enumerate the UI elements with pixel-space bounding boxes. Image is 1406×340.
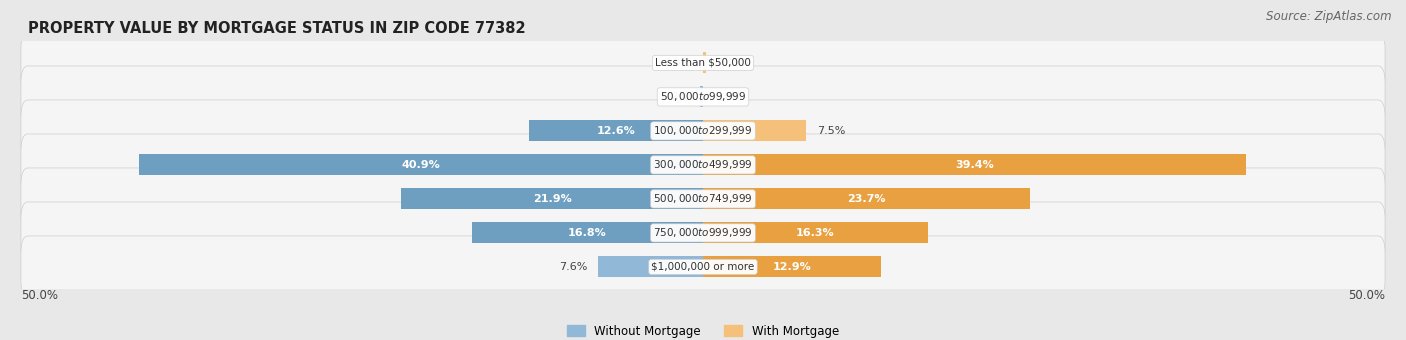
Bar xyxy=(530,120,703,141)
Bar xyxy=(703,52,706,73)
Text: Source: ZipAtlas.com: Source: ZipAtlas.com xyxy=(1267,10,1392,23)
Text: $100,000 to $299,999: $100,000 to $299,999 xyxy=(654,124,752,137)
Text: $750,000 to $999,999: $750,000 to $999,999 xyxy=(654,226,752,239)
FancyBboxPatch shape xyxy=(21,168,1385,230)
FancyBboxPatch shape xyxy=(21,236,1385,298)
FancyBboxPatch shape xyxy=(21,202,1385,264)
Text: 0.19%: 0.19% xyxy=(717,58,752,68)
Text: 23.7%: 23.7% xyxy=(846,194,886,204)
Text: 50.0%: 50.0% xyxy=(21,289,58,302)
Text: 50.0%: 50.0% xyxy=(1348,289,1385,302)
Text: 12.9%: 12.9% xyxy=(772,262,811,272)
Text: $50,000 to $99,999: $50,000 to $99,999 xyxy=(659,90,747,103)
Bar xyxy=(401,188,703,209)
Bar xyxy=(139,154,703,175)
Text: 16.8%: 16.8% xyxy=(568,228,606,238)
Bar xyxy=(599,256,703,277)
Text: 21.9%: 21.9% xyxy=(533,194,571,204)
Bar xyxy=(471,222,703,243)
Text: PROPERTY VALUE BY MORTGAGE STATUS IN ZIP CODE 77382: PROPERTY VALUE BY MORTGAGE STATUS IN ZIP… xyxy=(28,21,526,36)
Text: 39.4%: 39.4% xyxy=(955,160,994,170)
Text: Less than $50,000: Less than $50,000 xyxy=(655,58,751,68)
Text: 0.0%: 0.0% xyxy=(664,58,692,68)
FancyBboxPatch shape xyxy=(21,100,1385,162)
Text: $300,000 to $499,999: $300,000 to $499,999 xyxy=(654,158,752,171)
Bar xyxy=(703,222,928,243)
Bar xyxy=(703,188,1029,209)
Text: 7.5%: 7.5% xyxy=(817,126,846,136)
Text: $500,000 to $749,999: $500,000 to $749,999 xyxy=(654,192,752,205)
Text: 0.2%: 0.2% xyxy=(661,92,689,102)
Text: $1,000,000 or more: $1,000,000 or more xyxy=(651,262,755,272)
Bar xyxy=(703,154,1246,175)
Bar xyxy=(703,256,880,277)
FancyBboxPatch shape xyxy=(21,134,1385,196)
Legend: Without Mortgage, With Mortgage: Without Mortgage, With Mortgage xyxy=(567,325,839,338)
Text: 16.3%: 16.3% xyxy=(796,228,835,238)
Bar xyxy=(703,120,807,141)
Bar xyxy=(700,86,703,107)
FancyBboxPatch shape xyxy=(21,32,1385,94)
Text: 40.9%: 40.9% xyxy=(402,160,440,170)
FancyBboxPatch shape xyxy=(21,66,1385,128)
Text: 12.6%: 12.6% xyxy=(596,126,636,136)
Text: 0.0%: 0.0% xyxy=(714,92,742,102)
Text: 7.6%: 7.6% xyxy=(558,262,588,272)
